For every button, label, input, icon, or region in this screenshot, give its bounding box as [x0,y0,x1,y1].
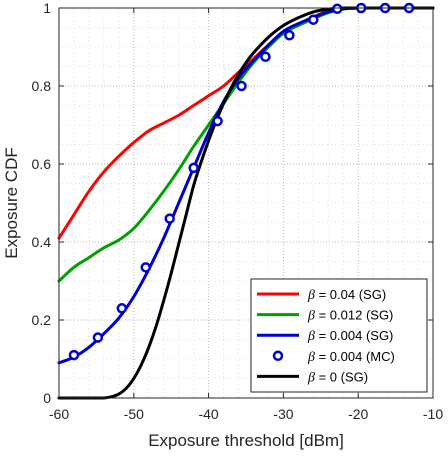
series-marker-beta-0-004-mc [164,213,175,224]
series-marker-beta-0-004-mc [68,349,80,361]
legend-entry-1-label: β = 0.04 (SG) [307,287,386,303]
plot-frame [58,7,434,399]
x-tick-label: -30 [273,406,293,422]
y-tick-label: 0 [43,390,51,406]
x-tick-label: -10 [423,406,443,422]
y-tick-label: 0.8 [32,78,52,94]
legend-entry-5-label: β = 0 (SG) [307,369,368,385]
legend-entry-4-swatch [272,350,284,362]
y-tick-label: 0.4 [32,234,52,250]
x-tick-label: -20 [348,406,368,422]
x-tick-label: -40 [198,406,218,422]
series-marker-beta-0-004-mc [92,332,104,343]
x-tick-label: -50 [124,406,144,422]
series-marker-beta-0-004-mc [212,115,223,127]
y-tick-label: 0.2 [32,312,52,328]
y-tick-label: 1 [43,0,51,16]
series-marker-beta-0-004-mc [188,162,199,174]
series-marker-beta-0-004-mc [332,3,343,15]
series-marker-beta-0-004-mc [260,51,271,62]
x-axis-label: Exposure threshold [dBm] [148,431,344,450]
series-marker-beta-0-004-mc [236,80,247,92]
ticks: -60 -50 -40 -30 -20 -10 0 0.2 0.4 0.6 0.8 1 [32,0,444,422]
x-tick-label: -60 [49,406,69,422]
series-marker-beta-0-004-mc [284,30,295,41]
series-marker-beta-0-004-mc [308,14,319,25]
series-marker-beta-0-004-mc [116,303,128,314]
legend-entry-2-label: β = 0.012 (SG) [307,308,393,324]
y-tick-label: 0.6 [32,156,52,172]
series-line-beta-0-sg [57,6,435,400]
legend-entry-4-label: β = 0.004 (MC) [307,349,395,365]
series-marker-beta-0-004-mc [140,262,152,273]
legend-entry-3-label: β = 0.004 (SG) [307,328,393,344]
legend: β = 0.04 (SG) β = 0.012 (SG) β = 0.004 (SG… [250,278,428,393]
y-axis-label: Exposure CDF [2,147,21,258]
